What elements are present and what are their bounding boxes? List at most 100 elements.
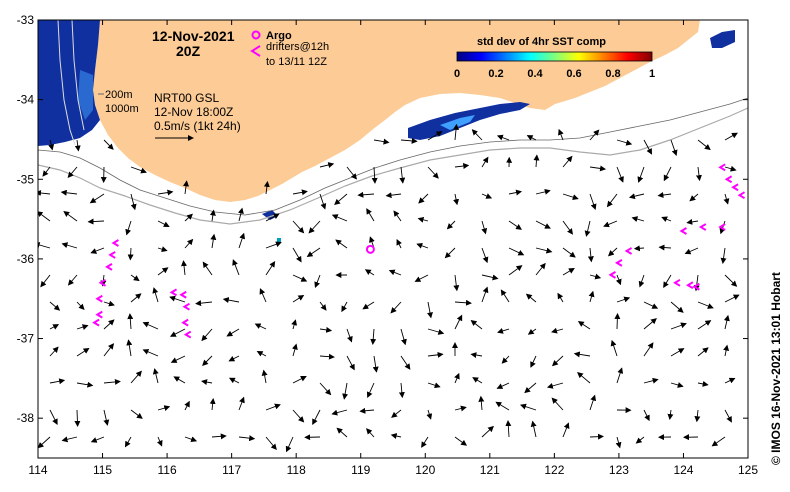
current-vector bbox=[603, 220, 618, 228]
current-vector bbox=[589, 165, 607, 172]
colorbar-ticks: 0 0.2 0.4 0.6 0.8 1 bbox=[454, 68, 655, 80]
current-vector bbox=[724, 409, 732, 423]
current-vector bbox=[184, 436, 198, 443]
current-vector bbox=[256, 351, 267, 357]
current-vector bbox=[184, 213, 193, 222]
current-vector bbox=[314, 274, 321, 288]
current-vector bbox=[616, 139, 633, 146]
drifter-point bbox=[724, 175, 733, 184]
current-vector bbox=[427, 382, 441, 389]
current-vector bbox=[157, 246, 168, 253]
current-vector bbox=[588, 290, 595, 303]
current-vector bbox=[638, 274, 645, 288]
current-vector bbox=[446, 220, 456, 230]
x-tick-label: 125 bbox=[738, 463, 758, 477]
current-vector bbox=[453, 274, 460, 292]
drifter-track bbox=[679, 223, 726, 235]
current-vector bbox=[331, 409, 348, 416]
current-vector bbox=[292, 409, 305, 423]
current-vector bbox=[427, 301, 433, 319]
land-mass bbox=[93, 20, 700, 202]
current-vector bbox=[694, 409, 701, 423]
current-vector bbox=[124, 436, 132, 448]
current-vector bbox=[643, 377, 659, 384]
current-vector bbox=[670, 382, 684, 388]
current-vector bbox=[427, 131, 443, 141]
current-vector bbox=[40, 274, 51, 288]
current-vector bbox=[635, 436, 645, 444]
sst-patch-east bbox=[710, 30, 735, 48]
colorbar-gradient bbox=[456, 51, 653, 62]
current-vector bbox=[667, 409, 674, 421]
x-tick-label: 114 bbox=[28, 463, 47, 477]
current-vector bbox=[390, 301, 402, 314]
drifter-point bbox=[179, 290, 187, 299]
current-vector bbox=[170, 355, 186, 363]
current-vector bbox=[201, 379, 213, 386]
current-vector bbox=[362, 301, 375, 310]
current-vector bbox=[670, 348, 685, 357]
isobath-west-1 bbox=[57, 20, 76, 146]
current-vector bbox=[127, 247, 134, 261]
current-vector bbox=[209, 209, 216, 222]
sst-patch-south-coast-inner bbox=[440, 115, 475, 130]
current-vector bbox=[130, 166, 147, 174]
current-vector bbox=[125, 220, 132, 236]
current-vector bbox=[210, 233, 217, 249]
current-vector bbox=[42, 166, 51, 177]
current-vector bbox=[589, 129, 600, 141]
current-vector bbox=[90, 436, 105, 443]
current-vector bbox=[724, 294, 740, 303]
current-vector bbox=[228, 355, 240, 362]
current-vector bbox=[724, 132, 738, 141]
current-vector bbox=[589, 273, 602, 280]
current-vector bbox=[184, 238, 194, 249]
current-vector bbox=[103, 300, 115, 307]
drifter-point bbox=[737, 191, 746, 200]
drifters-label-1: drifters@12h bbox=[266, 41, 329, 53]
current-vector bbox=[319, 353, 335, 360]
current-vector bbox=[628, 193, 645, 200]
current-vector bbox=[481, 247, 489, 264]
current-vector bbox=[577, 321, 591, 330]
credit-text: © IMOS 16-Nov-2021 13:01 Hobart bbox=[769, 272, 783, 465]
current-vector bbox=[183, 180, 189, 195]
current-vector bbox=[589, 394, 597, 411]
current-vector bbox=[38, 242, 51, 249]
current-vector bbox=[390, 433, 402, 439]
current-vector bbox=[157, 220, 170, 227]
current-vector bbox=[421, 436, 429, 448]
drifter-point bbox=[108, 251, 116, 259]
current-vector bbox=[103, 319, 115, 330]
current-vector bbox=[497, 327, 510, 334]
map-date: 12-Nov-2021 bbox=[152, 28, 235, 44]
drifter-point bbox=[692, 282, 700, 291]
drifter-point bbox=[614, 259, 623, 267]
current-vector bbox=[292, 294, 305, 303]
current-vector bbox=[232, 259, 240, 276]
current-vector bbox=[202, 355, 213, 366]
current-vector bbox=[152, 368, 159, 384]
current-vector bbox=[202, 261, 213, 276]
current-vector bbox=[319, 326, 333, 333]
drifter-track bbox=[718, 163, 746, 200]
current-vector bbox=[76, 381, 94, 388]
current-vector bbox=[573, 351, 591, 358]
current-vector bbox=[670, 301, 684, 313]
current-vector bbox=[508, 265, 523, 276]
current-vector bbox=[584, 220, 591, 237]
x-tick-label: 117 bbox=[222, 463, 241, 477]
current-vector bbox=[481, 193, 493, 199]
current-vector bbox=[616, 367, 624, 384]
x-axis: 114 115 116 117 118 119 120 121 122 123 124 125 bbox=[28, 20, 758, 477]
current-vector bbox=[265, 403, 281, 411]
current-vector bbox=[312, 409, 321, 426]
current-vector bbox=[74, 409, 81, 427]
current-vector bbox=[663, 274, 672, 288]
current-vector bbox=[366, 428, 375, 438]
current-vector bbox=[265, 213, 280, 222]
current-vector bbox=[211, 433, 227, 440]
current-vector bbox=[719, 220, 726, 235]
current-vector bbox=[195, 300, 213, 307]
